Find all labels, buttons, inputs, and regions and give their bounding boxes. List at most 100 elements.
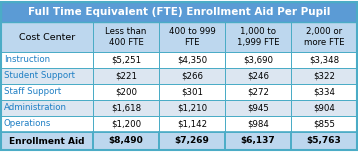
Bar	[291, 52, 357, 68]
Bar	[291, 116, 357, 132]
Bar	[291, 52, 357, 68]
Bar	[159, 52, 225, 68]
Bar	[225, 22, 291, 52]
Bar	[291, 132, 357, 150]
Bar	[1, 52, 93, 68]
Text: $8,490: $8,490	[108, 136, 143, 145]
Text: 400 to 999
FTE: 400 to 999 FTE	[169, 27, 216, 47]
Bar	[225, 68, 291, 84]
Bar	[159, 84, 225, 100]
Text: $272: $272	[247, 88, 269, 97]
Bar	[1, 100, 93, 116]
Text: $945: $945	[247, 104, 269, 112]
Text: Less than
400 FTE: Less than 400 FTE	[105, 27, 147, 47]
Bar	[1, 100, 93, 116]
Text: $1,618: $1,618	[111, 104, 141, 112]
Bar	[1, 52, 93, 68]
Text: Enrollment Aid: Enrollment Aid	[9, 136, 85, 145]
Bar	[93, 68, 159, 84]
Text: 2,000 or
more FTE: 2,000 or more FTE	[304, 27, 344, 47]
Text: Instruction: Instruction	[4, 55, 50, 64]
Bar	[93, 132, 159, 150]
Bar	[291, 22, 357, 52]
Bar	[225, 84, 291, 100]
Bar	[93, 132, 159, 150]
Text: Cost Center: Cost Center	[19, 33, 75, 41]
Bar	[93, 84, 159, 100]
Bar	[159, 116, 225, 132]
Bar	[93, 52, 159, 68]
Bar	[291, 84, 357, 100]
Bar	[93, 22, 159, 52]
Text: Operations: Operations	[4, 119, 52, 128]
Bar	[1, 132, 93, 150]
Bar	[225, 22, 291, 52]
Bar	[159, 52, 225, 68]
Bar	[93, 68, 159, 84]
Bar	[1, 22, 93, 52]
Bar	[159, 132, 225, 150]
Bar	[159, 100, 225, 116]
Text: Full Time Equivalent (FTE) Enrollment Aid Per Pupil: Full Time Equivalent (FTE) Enrollment Ai…	[28, 7, 330, 17]
Bar	[291, 22, 357, 52]
Text: $984: $984	[247, 119, 269, 128]
Bar	[1, 84, 93, 100]
Text: $322: $322	[313, 71, 335, 81]
Text: 1,000 to
1,999 FTE: 1,000 to 1,999 FTE	[237, 27, 279, 47]
Text: $221: $221	[115, 71, 137, 81]
Bar	[159, 84, 225, 100]
Text: $5,763: $5,763	[306, 136, 342, 145]
Text: $301: $301	[181, 88, 203, 97]
Bar	[1, 116, 93, 132]
Bar	[225, 116, 291, 132]
Bar	[159, 22, 225, 52]
Bar	[159, 68, 225, 84]
Bar	[225, 132, 291, 150]
Text: $3,348: $3,348	[309, 55, 339, 64]
Bar	[1, 2, 357, 22]
Bar	[225, 116, 291, 132]
Bar	[291, 100, 357, 116]
Bar	[1, 22, 93, 52]
Text: $266: $266	[181, 71, 203, 81]
Bar	[225, 100, 291, 116]
Bar	[93, 52, 159, 68]
Bar	[225, 52, 291, 68]
Bar	[159, 68, 225, 84]
Bar	[1, 68, 93, 84]
Bar	[159, 116, 225, 132]
Bar	[93, 22, 159, 52]
Text: Staff Support: Staff Support	[4, 88, 61, 97]
Bar	[1, 132, 93, 150]
Bar	[93, 84, 159, 100]
Text: Administration: Administration	[4, 104, 67, 112]
Bar	[1, 68, 93, 84]
Bar	[159, 100, 225, 116]
Bar	[93, 116, 159, 132]
Text: $1,200: $1,200	[111, 119, 141, 128]
Text: $6,137: $6,137	[241, 136, 275, 145]
Text: $855: $855	[313, 119, 335, 128]
Text: $246: $246	[247, 71, 269, 81]
Bar	[225, 132, 291, 150]
Bar	[291, 100, 357, 116]
Bar	[225, 100, 291, 116]
Bar	[1, 84, 93, 100]
Text: $5,251: $5,251	[111, 55, 141, 64]
Bar	[1, 2, 357, 22]
Text: $904: $904	[313, 104, 335, 112]
Text: $200: $200	[115, 88, 137, 97]
Bar	[291, 116, 357, 132]
Text: $1,210: $1,210	[177, 104, 207, 112]
Text: $1,142: $1,142	[177, 119, 207, 128]
Bar	[159, 132, 225, 150]
Text: Student Support: Student Support	[4, 71, 75, 81]
Bar	[93, 100, 159, 116]
Bar	[225, 52, 291, 68]
Bar	[225, 84, 291, 100]
Text: $334: $334	[313, 88, 335, 97]
Bar	[225, 68, 291, 84]
Bar	[291, 132, 357, 150]
Text: $4,350: $4,350	[177, 55, 207, 64]
Bar	[291, 68, 357, 84]
